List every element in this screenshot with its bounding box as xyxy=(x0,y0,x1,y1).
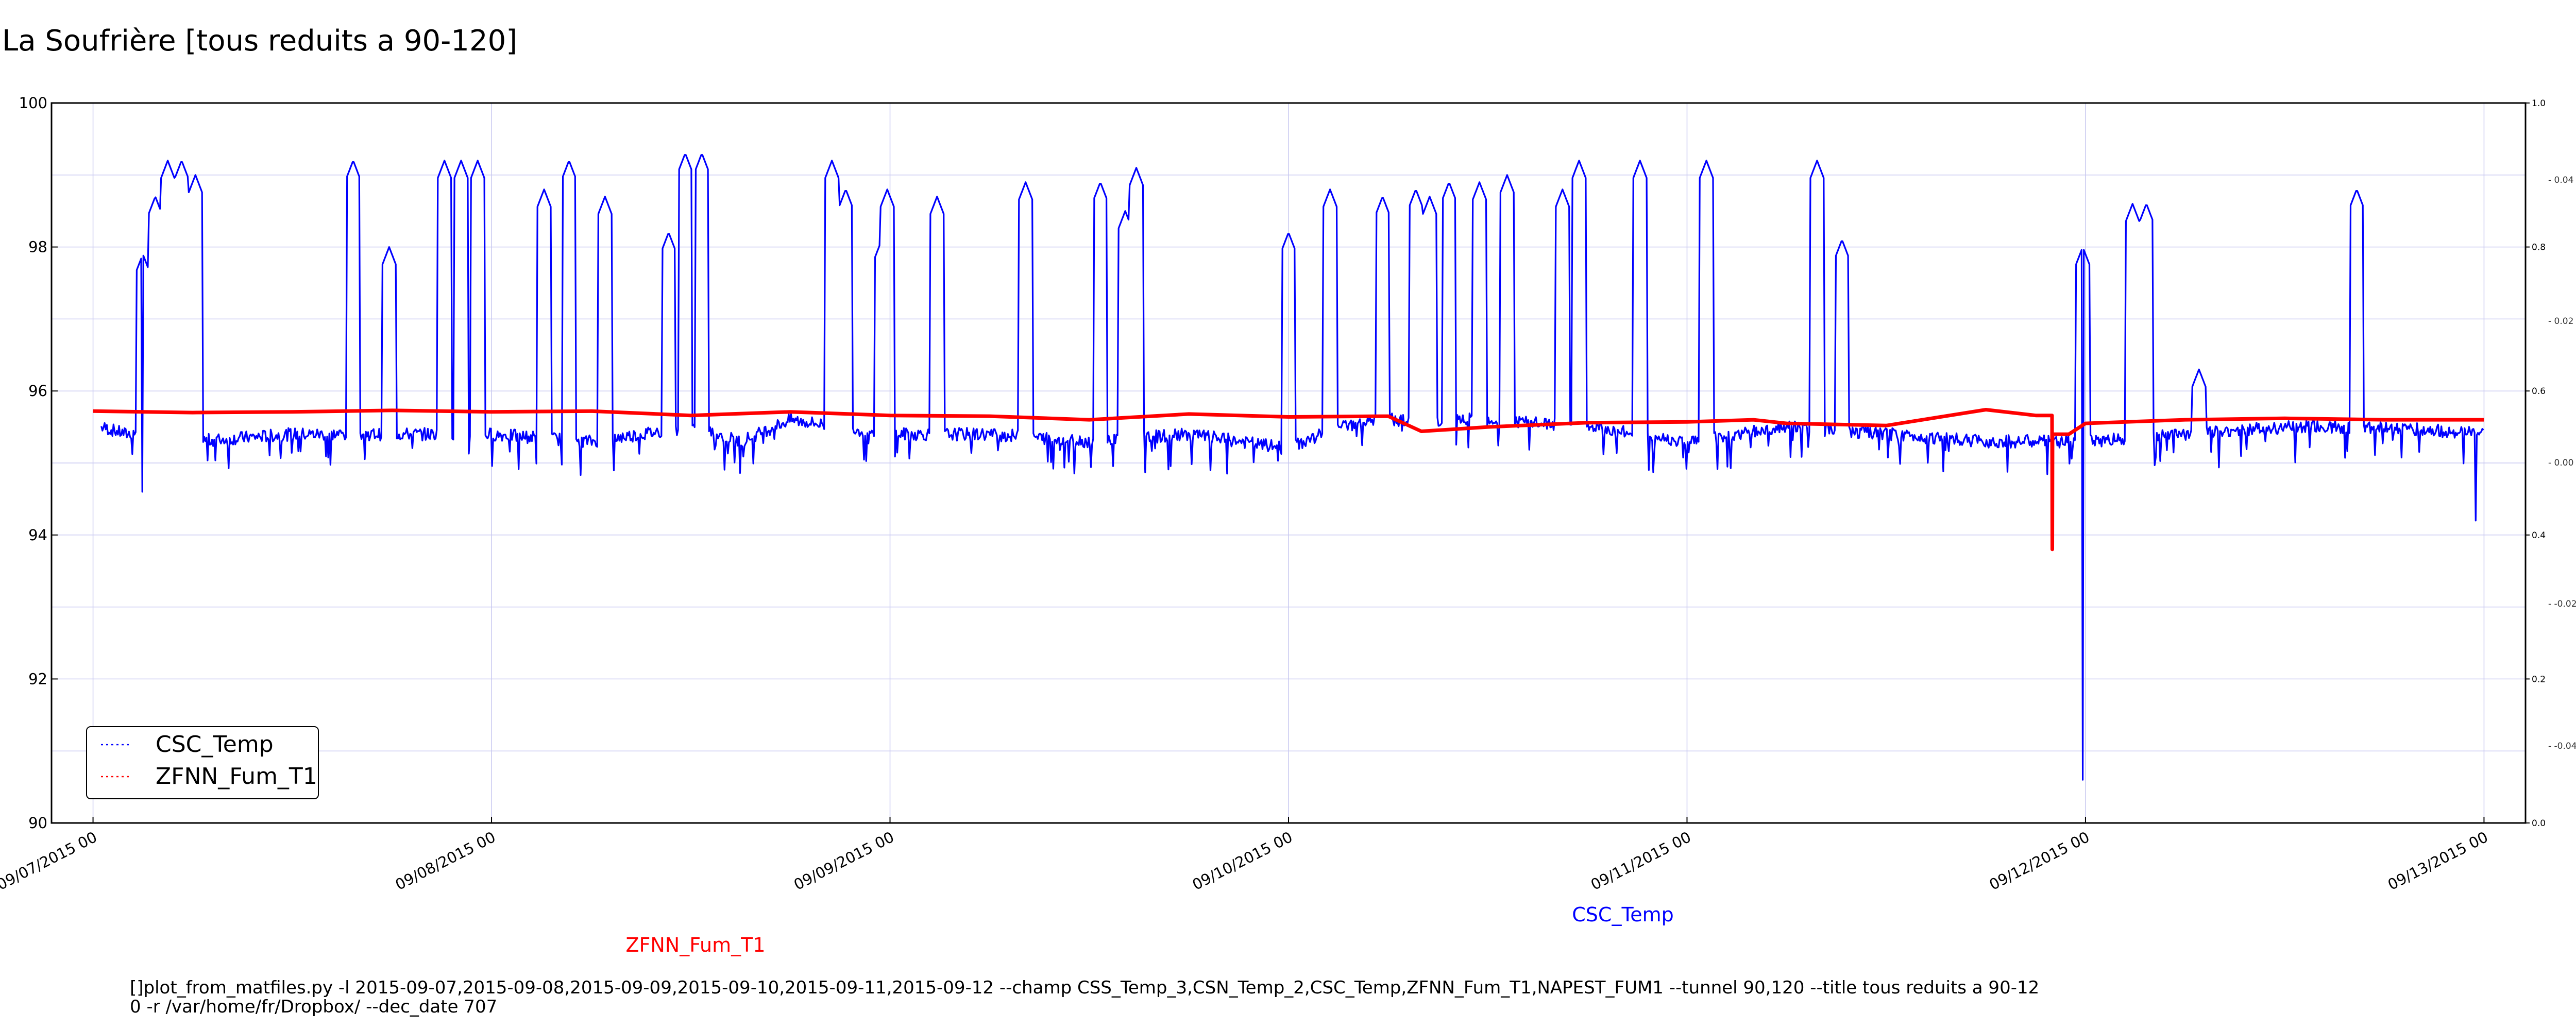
right-inner-tick-label: 1.0 xyxy=(2532,98,2546,109)
legend-label-zfnn-fum-t1: ZFNN_Fum_T1 xyxy=(156,763,317,789)
x-tick-label: 09/09/2015 00 xyxy=(791,828,896,894)
red-series-label: ZFNN_Fum_T1 xyxy=(625,934,765,956)
x-tick-label: 09/08/2015 00 xyxy=(393,828,498,894)
y-axis: 90 92 94 96 98 100 xyxy=(19,94,58,832)
x-axis: 09/07/2015 00 09/08/2015 00 09/09/2015 00 0… xyxy=(0,817,2491,894)
legend-label-csc-temp: CSC_Temp xyxy=(156,731,274,758)
y-tick-label: 96 xyxy=(28,382,47,400)
right-inner-tick-label: 0.6 xyxy=(2532,386,2546,397)
right-inner-tick-label: 0.4 xyxy=(2532,530,2546,541)
grid xyxy=(52,103,2526,823)
right-inner-tick-label: 0.2 xyxy=(2532,674,2546,684)
command-line-1: []plot_from_matfiles.py -l 2015-09-07,20… xyxy=(130,977,2039,998)
y-tick-label: 100 xyxy=(19,94,47,112)
x-axis-label: CSC_Temp xyxy=(1572,903,1673,926)
command-line-2: 0 -r /var/home/fr/Dropbox/ --dec_date 70… xyxy=(130,997,497,1017)
x-tick-label: 09/11/2015 00 xyxy=(1588,828,1693,894)
right-axis: 0.0 0.2 0.4 0.6 0.8 1.0 - -0.04 - -0.02 - 0.00 - … xyxy=(2526,98,2576,829)
x-tick-label: 09/12/2015 00 xyxy=(1987,828,2092,894)
x-tick-label: 09/13/2015 00 xyxy=(2385,828,2490,894)
right-inner-tick-label: 0.8 xyxy=(2532,243,2546,253)
csc-temp-line xyxy=(100,154,2484,781)
chart-title: La Soufrière [tous reduits a 90-120] xyxy=(2,24,517,58)
legend: CSC_Temp ZFNN_Fum_T1 xyxy=(86,726,319,799)
y-tick-label: 98 xyxy=(28,238,47,256)
series-csc-temp xyxy=(100,154,2484,781)
x-tick-label: 09/10/2015 00 xyxy=(1190,828,1295,894)
legend-box xyxy=(86,726,319,799)
zfnn-fum-t1-line xyxy=(93,408,2484,552)
y-tick-label: 94 xyxy=(28,526,47,544)
right-outer-tick-label: - 0.02 xyxy=(2548,316,2573,327)
right-outer-tick-label: - -0.04 xyxy=(2548,741,2576,751)
right-inner-tick-label: 0.0 xyxy=(2532,818,2546,829)
right-outer-tick-label: - 0.00 xyxy=(2548,458,2573,468)
y-tick-label: 92 xyxy=(28,670,47,688)
right-outer-tick-label: - -0.02 xyxy=(2548,599,2576,609)
x-tick-label: 09/07/2015 00 xyxy=(0,828,100,894)
right-outer-tick-label: - 0.04 xyxy=(2548,175,2573,185)
series-zfnn-fum-t1 xyxy=(93,408,2484,552)
y-tick-label: 90 xyxy=(28,814,47,832)
